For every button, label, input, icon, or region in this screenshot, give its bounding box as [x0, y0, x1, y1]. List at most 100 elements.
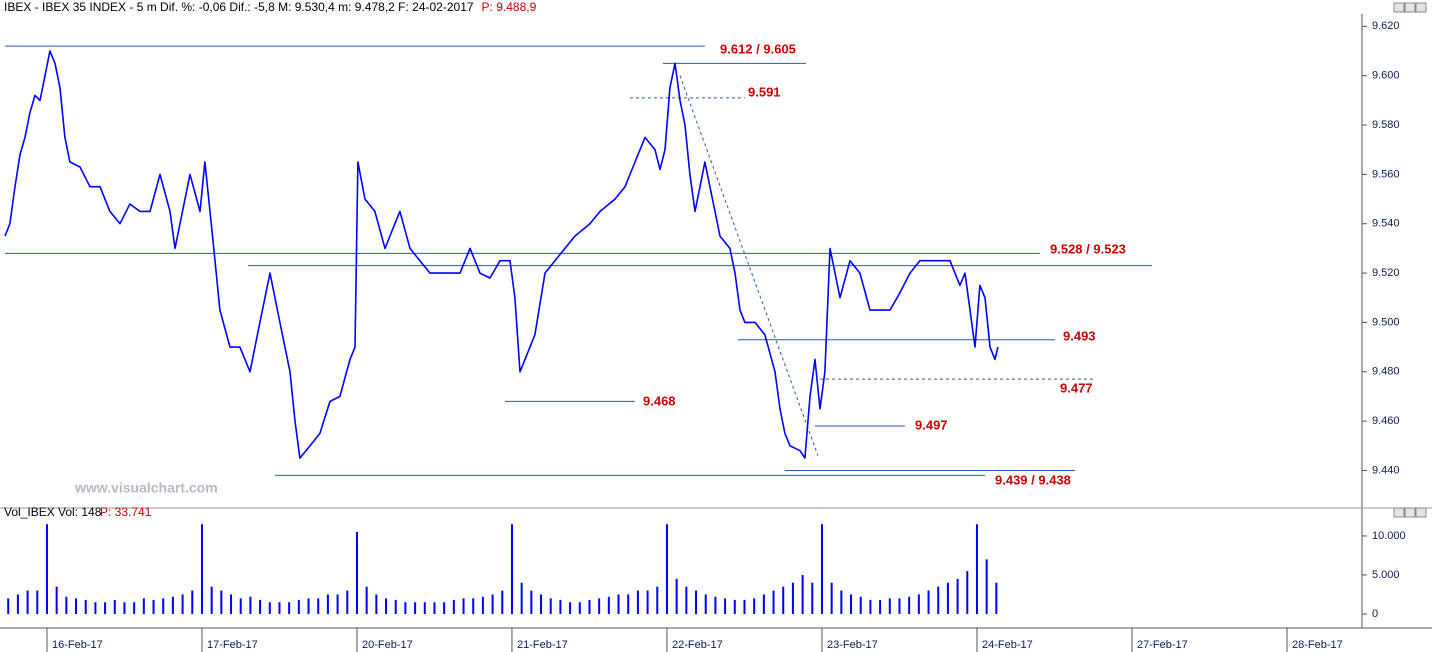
volume-bar: [869, 599, 872, 614]
volume-bar: [394, 599, 397, 614]
volume-bar: [288, 602, 291, 614]
volume-bar: [45, 524, 48, 614]
volume-bar: [598, 598, 601, 614]
volume-bar: [317, 598, 320, 614]
x-tick-label: 24-Feb-17: [982, 639, 1033, 651]
level-label: 9.477: [1060, 380, 1093, 395]
volume-bar: [162, 598, 165, 614]
volume-bar: [578, 602, 581, 614]
x-tick-label: 27-Feb-17: [1137, 639, 1188, 651]
volume-bar: [113, 599, 116, 614]
volume-bar: [656, 586, 659, 614]
volume-bar: [820, 524, 823, 614]
volume-bar: [530, 590, 533, 614]
volume-bar: [404, 602, 407, 614]
volume-bar: [307, 598, 310, 614]
minimize-button[interactable]: [1393, 2, 1405, 13]
maximize-button[interactable]: [1404, 507, 1416, 518]
minimize-button[interactable]: [1393, 507, 1405, 518]
window-buttons-volume: [1393, 507, 1427, 518]
volume-bar: [540, 594, 543, 614]
volume-bar: [714, 596, 717, 614]
volume-bar: [782, 586, 785, 614]
x-tick-label: 20-Feb-17: [362, 639, 413, 651]
volume-bar: [94, 602, 97, 614]
level-label: 9.612 / 9.605: [720, 41, 796, 56]
volume-bar: [617, 594, 620, 614]
volume-bar: [569, 602, 572, 614]
volume-bar: [181, 594, 184, 614]
volume-bar: [423, 602, 426, 614]
volume-bar: [462, 598, 465, 614]
y-tick-label: 9.620: [1372, 20, 1400, 32]
volume-bar: [830, 582, 833, 614]
volume-bar: [481, 596, 484, 614]
volume-bar: [646, 590, 649, 614]
y-tick-label: 9.560: [1372, 168, 1400, 180]
volume-bar: [927, 590, 930, 614]
volume-bar: [501, 590, 504, 614]
x-tick-label: 22-Feb-17: [672, 639, 723, 651]
volume-bar: [355, 532, 358, 614]
chart-title: IBEX - IBEX 35 INDEX - 5 m Dif. %: -0,06…: [4, 0, 474, 14]
maximize-button[interactable]: [1404, 2, 1416, 13]
y-tick-label: 9.440: [1372, 464, 1400, 476]
volume-bar: [152, 599, 155, 614]
window-buttons-top: [1393, 2, 1427, 13]
x-tick-label: 23-Feb-17: [827, 639, 878, 651]
volume-bar: [220, 590, 223, 614]
volume-bar: [75, 598, 78, 614]
volume-bar: [55, 586, 58, 614]
level-label: 9.439 / 9.438: [995, 472, 1071, 487]
volume-bar: [375, 594, 378, 614]
y-tick-label: 9.460: [1372, 415, 1400, 427]
y-tick-label: 9.540: [1372, 218, 1400, 230]
volume-bar: [520, 582, 523, 614]
volume-bar: [443, 602, 446, 614]
y-tick-label: 9.600: [1372, 70, 1400, 82]
dashed-level-line: [679, 75, 819, 456]
close-button[interactable]: [1415, 2, 1427, 13]
volume-bar: [975, 524, 978, 614]
level-label: 9.591: [748, 84, 781, 99]
volume-bar: [278, 602, 281, 614]
volume-bar: [433, 602, 436, 614]
volume-bar: [452, 599, 455, 614]
level-label: 9.528 / 9.523: [1050, 241, 1126, 256]
volume-bar: [365, 586, 368, 614]
volume-bar: [326, 594, 329, 614]
volume-bar: [791, 582, 794, 614]
price-line: [4, 50, 999, 459]
close-button[interactable]: [1415, 507, 1427, 518]
level-label: 9.497: [915, 417, 948, 432]
y-tick-label: 5.000: [1372, 569, 1400, 581]
volume-bar: [36, 590, 39, 614]
volume-bar: [917, 594, 920, 614]
volume-bar: [268, 602, 271, 614]
volume-bar: [937, 586, 940, 614]
level-label: 9.493: [1063, 328, 1096, 343]
volume-bar: [510, 524, 513, 614]
volume-bar: [549, 598, 552, 614]
volume-bar: [946, 582, 949, 614]
volume-bar: [142, 598, 145, 614]
y-tick-label: 9.520: [1372, 267, 1400, 279]
volume-bar: [123, 602, 126, 614]
volume-bar: [636, 590, 639, 614]
x-tick-label: 21-Feb-17: [517, 639, 568, 651]
volume-bar: [801, 574, 804, 614]
x-tick-label: 17-Feb-17: [207, 639, 258, 651]
volume-bar: [685, 586, 688, 614]
level-label: 9.468: [643, 393, 676, 408]
volume-bar: [259, 599, 262, 614]
volume-bar: [472, 598, 475, 614]
volume-bar: [133, 602, 136, 614]
volume-bar: [297, 599, 300, 614]
volume-bar: [704, 594, 707, 614]
volume-bar: [414, 602, 417, 614]
volume-bar: [985, 559, 988, 614]
volume-bar: [772, 590, 775, 614]
y-tick-label: 9.580: [1372, 119, 1400, 131]
volume-title: Vol_IBEX Vol: 148: [4, 505, 102, 519]
